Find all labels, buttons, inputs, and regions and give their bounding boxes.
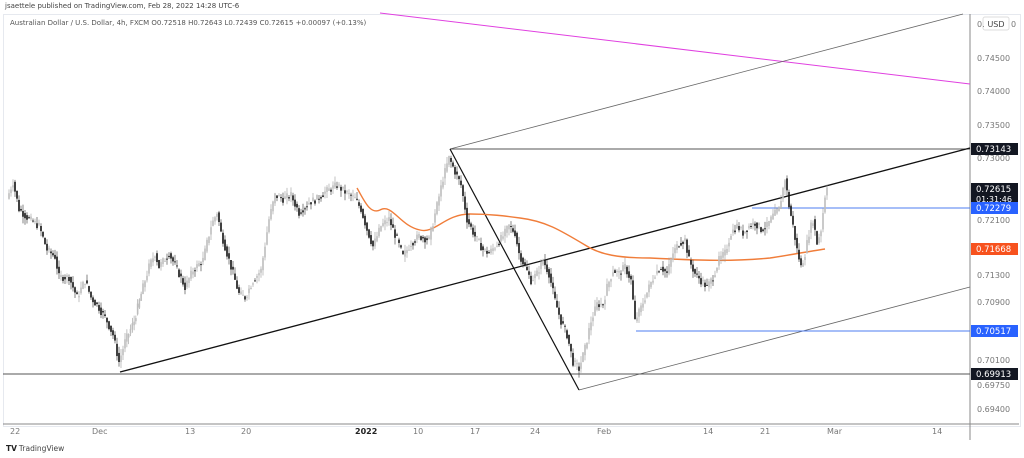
currency-badge[interactable] bbox=[982, 16, 1010, 31]
time-tick: 24 bbox=[530, 427, 540, 436]
time-tick: Mar bbox=[827, 427, 843, 436]
price-tick: 0.70900 bbox=[977, 298, 1010, 307]
price-tick: 0.73000 bbox=[977, 154, 1010, 163]
time-tick: Dec bbox=[92, 427, 107, 436]
time-tick: 13 bbox=[185, 427, 195, 436]
price-tick: 0.69750 bbox=[977, 381, 1010, 390]
price-tick: 0.70100 bbox=[977, 356, 1010, 365]
price-tick: 0.72100 bbox=[977, 216, 1010, 225]
price-label: 0.70517 bbox=[971, 325, 1018, 337]
chart-frame bbox=[3, 14, 1021, 427]
svg-text:0.72615: 0.72615 bbox=[976, 185, 1011, 195]
time-tick: 14 bbox=[703, 427, 713, 436]
price-label: 0.73143 bbox=[971, 143, 1018, 155]
svg-text:0.: 0. bbox=[977, 20, 985, 29]
symbol-legend: Australian Dollar / U.S. Dollar, 4h, FXC… bbox=[10, 19, 367, 27]
publisher-line: jsaettele published on TradingView.com, … bbox=[5, 2, 240, 10]
price-label: 0.69913 bbox=[971, 368, 1018, 380]
price-tick: 0.71300 bbox=[977, 271, 1010, 280]
svg-text:01:31:46: 01:31:46 bbox=[976, 195, 1012, 204]
svg-text:0.72279: 0.72279 bbox=[976, 204, 1011, 214]
price-tick: 0.69400 bbox=[977, 405, 1010, 414]
svg-text:USD: USD bbox=[987, 20, 1004, 29]
price-label: 0.71668 bbox=[971, 243, 1018, 255]
magenta-trendline[interactable] bbox=[379, 12, 971, 85]
svg-text:0: 0 bbox=[1011, 20, 1016, 29]
tradingview-logo-icon: TV bbox=[6, 444, 17, 453]
time-tick: Feb bbox=[597, 427, 611, 436]
tradingview-brand[interactable]: TV TradingView bbox=[6, 444, 64, 453]
time-tick: 10 bbox=[413, 427, 423, 436]
time-tick: 20 bbox=[241, 427, 251, 436]
channel-upper-line[interactable] bbox=[449, 13, 964, 150]
price-label: 0.72279 bbox=[971, 202, 1018, 214]
svg-text:0.70517: 0.70517 bbox=[976, 327, 1011, 337]
time-tick: 2022 bbox=[355, 427, 377, 436]
svg-text:0.69913: 0.69913 bbox=[976, 370, 1011, 380]
svg-text:0.71668: 0.71668 bbox=[976, 245, 1011, 255]
price-tick: 0.74500 bbox=[977, 54, 1010, 63]
svg-text:0.73143: 0.73143 bbox=[976, 145, 1011, 155]
time-tick: 14 bbox=[932, 427, 942, 436]
time-tick: 22 bbox=[10, 427, 20, 436]
descending-trendline[interactable] bbox=[449, 148, 580, 391]
time-tick: 17 bbox=[470, 427, 480, 436]
moving-average-line[interactable] bbox=[356, 187, 826, 261]
time-tick: 21 bbox=[760, 427, 770, 436]
price-tick: 0.73500 bbox=[977, 121, 1010, 130]
channel-lower-line[interactable] bbox=[578, 286, 971, 391]
price-tick: 0.74000 bbox=[977, 87, 1010, 96]
brand-label: TradingView bbox=[18, 444, 65, 453]
